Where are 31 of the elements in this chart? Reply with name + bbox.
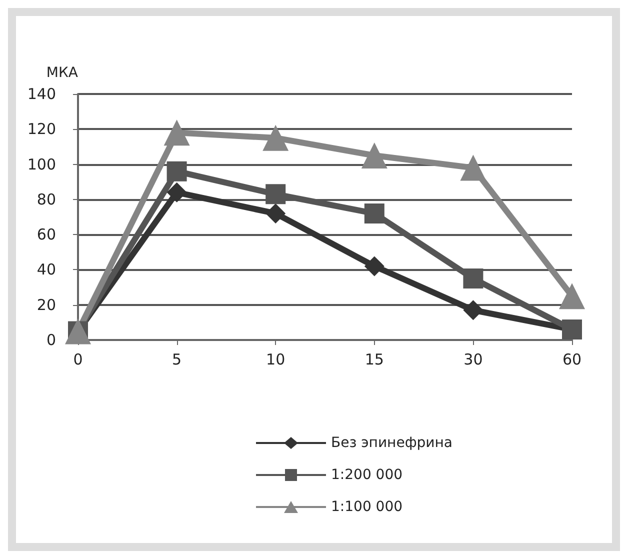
point [364,203,384,224]
y-axis-title: МКА [46,65,78,81]
y-tick-label: 80 [36,190,56,208]
point [463,300,484,320]
x-tick-label: 0 [73,350,83,368]
y-tick-label: 120 [27,120,56,138]
x-tick-label: 10 [266,350,286,368]
point [166,182,187,202]
legend-label: Без эпинефрина [331,435,453,451]
x-tick-label: 5 [172,350,182,368]
point [460,154,486,181]
x-tick-label: 60 [562,350,582,368]
point [262,124,289,151]
legend-label: 1:200 000 [331,467,403,483]
y-tick-label: 60 [36,226,56,244]
y-tick-label: 100 [27,155,56,174]
point [166,161,187,182]
point [266,184,286,204]
point [364,256,384,276]
x-tick-label: 30 [464,350,483,368]
legend-label: 1:100 000 [331,499,403,515]
y-tick-label: 140 [27,85,56,103]
point [463,268,484,288]
y-tick-label: 0 [46,331,56,349]
point [361,142,388,168]
point [266,203,286,224]
y-tick-label: 40 [36,260,56,279]
x-tick-label: 15 [364,350,384,368]
y-tick-label: 20 [36,296,56,314]
point [164,120,190,146]
point [559,283,585,310]
